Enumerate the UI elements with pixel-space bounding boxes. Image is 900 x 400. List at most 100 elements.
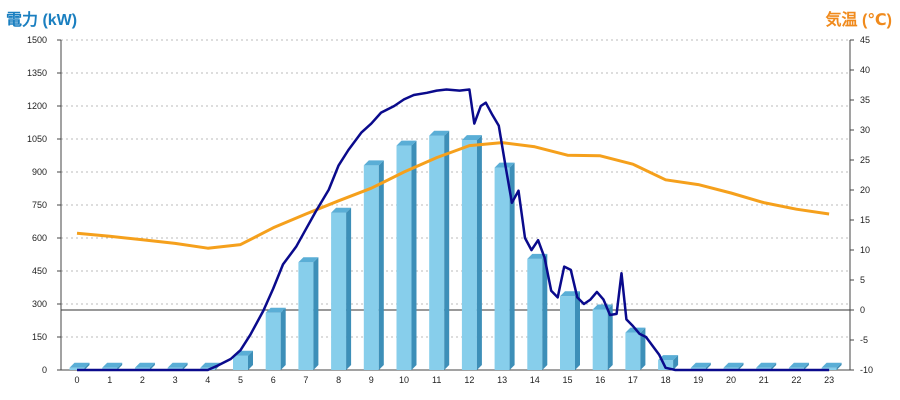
x-tick-label: 0 [74,375,79,385]
x-tick-label: 13 [497,375,507,385]
right-tick-label: 20 [860,185,870,195]
right-tick-label: -10 [860,365,873,375]
x-tick-label: 5 [238,375,243,385]
bar-side [476,135,482,370]
left-tick-label: 1200 [27,101,47,111]
right-tick-label: 5 [860,275,865,285]
right-tick-label: 0 [860,305,865,315]
bar-side [836,362,842,370]
x-tick-label: 16 [595,375,605,385]
bar-side [84,362,90,370]
left-tick-label: 1050 [27,134,47,144]
bar-side [640,327,646,370]
bar [527,258,543,370]
x-tick-label: 19 [693,375,703,385]
bar [233,355,248,370]
x-tick-label: 3 [173,375,178,385]
bar [298,262,314,370]
left-tick-label: 1500 [27,35,47,45]
left-tick-label: 150 [32,332,47,342]
bar-side [182,362,188,370]
bar-top [429,130,450,136]
bar-side [378,160,384,370]
x-tick-label: 21 [759,375,769,385]
bar-top [298,257,319,263]
right-tick-label: 25 [860,155,870,165]
x-tick-label: 17 [628,375,638,385]
bar-top [461,135,482,141]
x-tick-label: 9 [369,375,374,385]
bar-top [756,362,777,368]
bar [461,140,477,370]
x-tick-label: 18 [661,375,671,385]
right-tick-label: 15 [860,215,870,225]
x-tick-label: 2 [140,375,145,385]
bar-side [149,362,155,370]
right-axis-title: 気温 (℃) [825,12,892,29]
bar-side [607,304,613,370]
x-tick-label: 8 [336,375,341,385]
bar-side [248,350,253,370]
x-tick-label: 1 [107,375,112,385]
bar [265,312,281,370]
bar [625,332,641,370]
left-tick-label: 300 [32,299,47,309]
bar-top [69,362,90,368]
right-tick-label: 10 [860,245,870,255]
left-tick-label: 0 [42,365,47,375]
bar-top [167,362,188,368]
bar-side [705,362,711,370]
bar [592,309,608,370]
bar [560,296,575,370]
bar-top [396,140,417,146]
bar-side [313,257,319,370]
x-tick-label: 15 [562,375,572,385]
right-tick-label: 35 [860,95,870,105]
x-tick-label: 22 [791,375,801,385]
bar-top [102,362,123,368]
bar [363,165,379,370]
bar-side [280,307,286,370]
temperature-line [76,141,830,250]
right-tick-label: 45 [860,35,870,45]
left-tick-label: 750 [32,200,47,210]
bar-top [363,160,384,166]
bar-top [821,362,842,368]
x-tick-label: 10 [399,375,409,385]
bar-side [444,130,450,370]
power-line [77,88,830,372]
bar-side [509,162,515,370]
x-tick-label: 4 [205,375,210,385]
bar [429,135,445,370]
left-tick-label: 600 [32,233,47,243]
x-tick-label: 12 [464,375,474,385]
x-tick-label: 7 [303,375,308,385]
left-tick-label: 1350 [27,68,47,78]
bar-side [575,291,580,370]
bar-side [411,140,417,370]
bar-side [771,362,777,370]
bar-top [265,307,286,313]
bar-side [542,253,548,370]
x-tick-label: 23 [824,375,834,385]
right-tick-label: -5 [860,335,868,345]
bar-side [117,362,123,370]
bar-side [673,355,679,370]
bar-top [331,207,352,213]
bar-top [134,362,155,368]
bar-top [658,355,679,361]
bar-top [788,362,809,368]
x-tick-label: 14 [530,375,540,385]
right-tick-label: 30 [860,125,870,135]
left-tick-label: 900 [32,167,47,177]
x-tick-label: 6 [271,375,276,385]
bar [494,167,510,370]
left-tick-label: 450 [32,266,47,276]
left-axis-title: 電力 (kW) [6,12,78,29]
bar [396,145,412,370]
x-tick-label: 20 [726,375,736,385]
right-tick-label: 40 [860,65,870,75]
bar-top [723,362,744,368]
x-tick-label: 11 [432,375,441,385]
